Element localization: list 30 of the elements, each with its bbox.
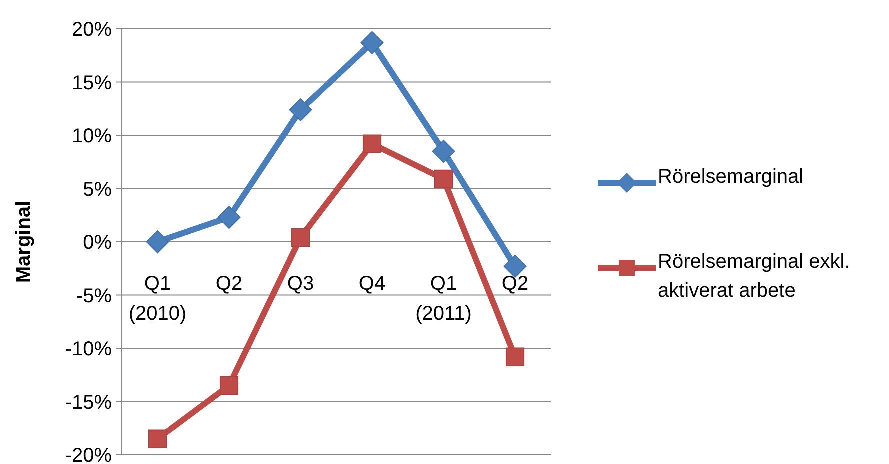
x-tick-label: Q1 (2011)	[416, 273, 472, 325]
point	[291, 228, 310, 248]
x-tick-label: Q3	[287, 273, 314, 295]
y-tick-label: 10%	[72, 126, 112, 148]
y-tick-label: 15%	[72, 72, 112, 94]
point	[289, 98, 312, 122]
point	[504, 254, 527, 278]
y-tick-label: -10%	[65, 338, 112, 360]
x-tick-label: Q2	[216, 273, 243, 295]
point	[218, 206, 241, 230]
legend-label: Rörelsemarginal	[658, 166, 804, 188]
point	[146, 230, 170, 254]
y-axis-title: Marginal	[13, 200, 35, 284]
y-tick-label: -5%	[76, 285, 112, 308]
point	[506, 348, 525, 366]
y-tick-label: -15%	[65, 392, 112, 414]
point	[360, 31, 384, 54]
point	[220, 376, 239, 396]
y-tick-label: 0%	[83, 232, 112, 254]
x-tick-label: Q4	[358, 273, 386, 295]
point	[362, 134, 382, 154]
point	[432, 140, 456, 163]
y-tick-label: -20%	[65, 445, 112, 464]
x-tick-label: Q2	[502, 273, 529, 295]
point	[148, 430, 168, 448]
y-tick-label: 20%	[72, 19, 112, 41]
legend-label: Rörelsemarginal exkl. aktiverat arbete	[658, 251, 850, 302]
point	[434, 170, 454, 188]
y-tick-label: 5%	[83, 178, 112, 201]
x-tick-label: Q1 (2010)	[128, 273, 187, 325]
